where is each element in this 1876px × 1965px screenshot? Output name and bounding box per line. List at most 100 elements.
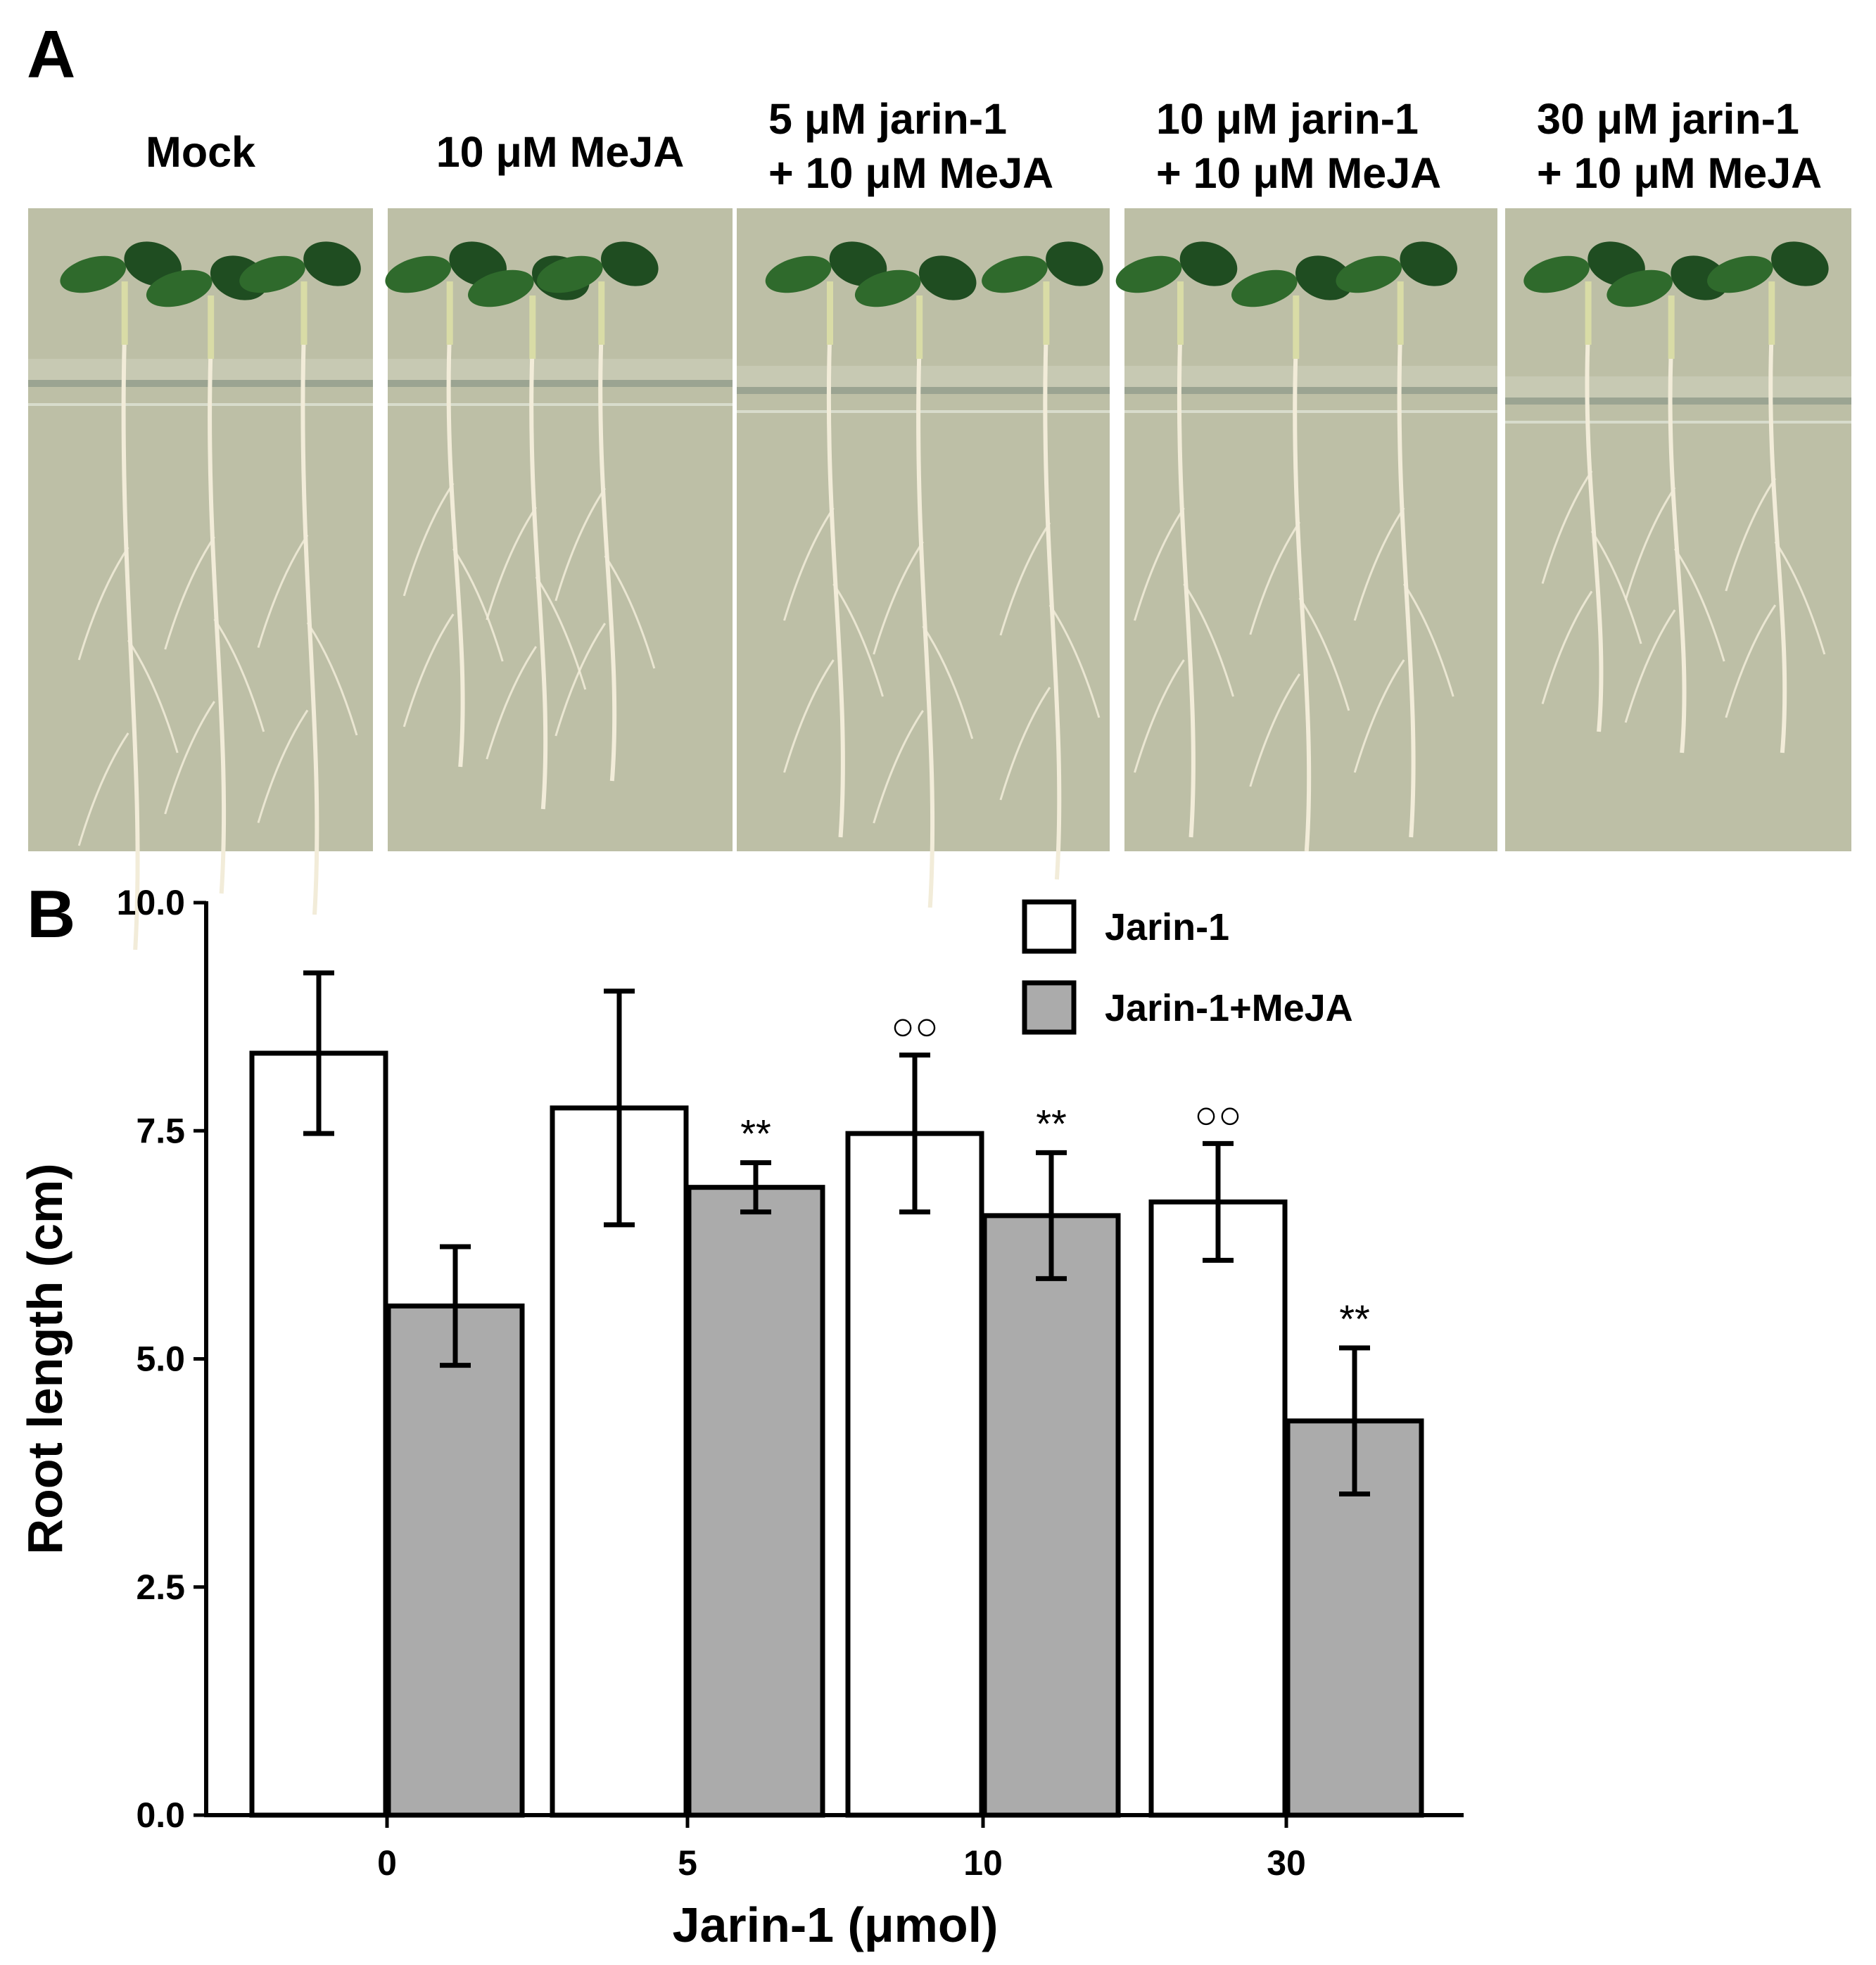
significance-annotation: **	[1036, 1101, 1067, 1145]
cotyledon-leaf	[918, 255, 977, 300]
y-tick-label: 5.0	[136, 1340, 185, 1379]
lateral-root	[486, 507, 538, 621]
lateral-root	[1725, 478, 1777, 592]
plate-edge	[1505, 376, 1851, 398]
lateral-root	[604, 555, 656, 669]
bar-jarin-1	[1148, 1199, 1288, 1818]
condition-label-line: Mock	[146, 128, 255, 176]
lateral-root	[832, 583, 884, 697]
condition-label-line: 5 μM jarin-1	[768, 95, 1007, 143]
lateral-root	[1402, 583, 1454, 697]
legend-label: Jarin-1	[1105, 906, 1229, 948]
photo-background	[737, 208, 1110, 851]
lateral-root	[306, 622, 358, 736]
seedling-photo	[28, 208, 373, 950]
primary-root	[1043, 330, 1062, 880]
lateral-root	[1249, 521, 1301, 635]
x-tick-label: 30	[1267, 1843, 1306, 1883]
lateral-root	[164, 536, 215, 650]
lateral-root	[873, 541, 924, 655]
lateral-root	[213, 618, 265, 732]
y-tick-label: 7.5	[136, 1111, 185, 1150]
legend-swatch	[1022, 980, 1077, 1035]
cotyledon-leaf	[60, 255, 126, 293]
lateral-root	[1624, 487, 1676, 601]
lateral-root	[403, 613, 455, 727]
significance-annotation: ○○	[1194, 1092, 1242, 1136]
legend-swatch	[1022, 899, 1077, 954]
lateral-root	[1134, 507, 1185, 621]
bar-jarin-1-meja	[386, 1303, 525, 1818]
condition-label-line: 10 μM jarin-1	[1156, 95, 1419, 143]
seedling	[1523, 241, 1645, 732]
seedling-photo	[1505, 208, 1851, 851]
lateral-root	[1134, 659, 1185, 773]
seedling	[854, 255, 977, 908]
seedling-photo	[385, 208, 733, 851]
seedling	[1336, 241, 1457, 838]
y-tick-label: 2.5	[136, 1567, 185, 1607]
primary-root	[1177, 330, 1196, 838]
cotyledon-leaf	[385, 255, 451, 293]
lateral-root	[257, 709, 309, 823]
primary-root	[529, 344, 548, 810]
lateral-root	[1249, 673, 1301, 787]
lateral-root	[403, 483, 455, 597]
significance-annotation: **	[740, 1112, 771, 1156]
cotyledon-leaf	[1231, 269, 1298, 307]
legend-label: Jarin-1+MeJA	[1105, 987, 1353, 1029]
cotyledon-leaf	[765, 255, 832, 293]
lateral-root	[535, 576, 587, 690]
lateral-root	[554, 488, 607, 602]
bar-jarin-1-meja	[982, 1213, 1121, 1818]
lateral-root	[127, 640, 179, 753]
primary-root	[300, 330, 319, 915]
condition-label-line: + 10 μM MeJA	[1156, 149, 1441, 197]
lateral-root	[1541, 470, 1593, 584]
photo-background	[388, 208, 733, 851]
panel-a-letter: A	[27, 17, 75, 92]
legend: Jarin-1 Jarin-1+MeJA	[1022, 899, 1353, 1035]
photo-background	[28, 208, 373, 851]
cotyledon-leaf	[1400, 241, 1457, 286]
primary-root	[1293, 344, 1312, 852]
cotyledon-leaf	[537, 255, 603, 293]
seedling-photo	[737, 208, 1110, 908]
lateral-root	[783, 659, 835, 773]
cotyledon-leaf	[1179, 241, 1238, 286]
primary-root	[208, 344, 227, 894]
root-length-bar-chart: 0.0 2.5 5.0 7.5 10.0 0 5 ** 10 ○○ ** 30 ○○ ** Jarin-1 …	[18, 883, 1464, 1952]
x-axis-title: Jarin-1 (μmol)	[673, 1897, 999, 1952]
primary-root	[598, 330, 617, 782]
lateral-root	[486, 646, 538, 760]
seedling	[537, 241, 659, 782]
lateral-root	[999, 522, 1051, 636]
seedling	[1606, 255, 1728, 753]
cotyledon-leaf	[1295, 255, 1353, 300]
lateral-root	[1298, 597, 1350, 711]
lateral-root	[1590, 530, 1642, 644]
primary-root	[826, 330, 845, 838]
lateral-root	[1048, 604, 1101, 718]
lateral-root	[257, 534, 309, 648]
cotyledon-leaf	[982, 255, 1048, 293]
plate-edge	[388, 359, 733, 380]
x-tick-label: 5	[678, 1843, 697, 1883]
lateral-root	[1673, 548, 1725, 662]
condition-label-line: 30 μM jarin-1	[1537, 95, 1799, 143]
lateral-root	[1353, 507, 1405, 621]
condition-label-line: + 10 μM MeJA	[768, 149, 1053, 197]
primary-root	[1397, 330, 1416, 838]
primary-root	[121, 330, 140, 950]
lateral-root	[77, 732, 129, 846]
cotyledon-leaf	[601, 241, 659, 286]
lateral-root	[452, 548, 504, 662]
lateral-root	[1541, 590, 1593, 704]
panel-a-seedling-photos: Mock 10 μM MeJA 5 μM jarin-1 + 10 μM MeJA 10…	[28, 95, 1851, 950]
x-tick-label: 10	[963, 1843, 1003, 1883]
cotyledon-leaf	[1046, 241, 1103, 286]
primary-root	[916, 344, 935, 908]
cotyledon-leaf	[239, 255, 305, 293]
lateral-root	[1353, 659, 1405, 773]
